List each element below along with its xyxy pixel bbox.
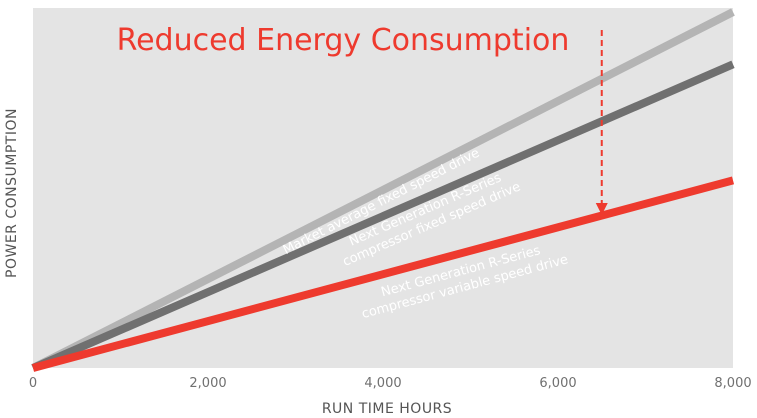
x-tick-label: 2,000 (189, 376, 226, 391)
x-tick-label: 0 (29, 376, 37, 391)
annotation-title: Reduced Energy Consumption (117, 23, 570, 58)
fixed-speed-drive-line (31, 60, 735, 372)
x-tick-label: 8,000 (714, 376, 751, 391)
x-axis-title: RUN TIME HOURS (322, 401, 452, 417)
y-axis-title: POWER CONSUMPTION (4, 108, 20, 278)
annotation-arrowhead (595, 203, 608, 215)
variable-speed-drive-line (31, 176, 735, 372)
x-tick-label: 6,000 (539, 376, 576, 391)
x-tick-label: 4,000 (364, 376, 401, 391)
market-average-line (31, 8, 735, 372)
